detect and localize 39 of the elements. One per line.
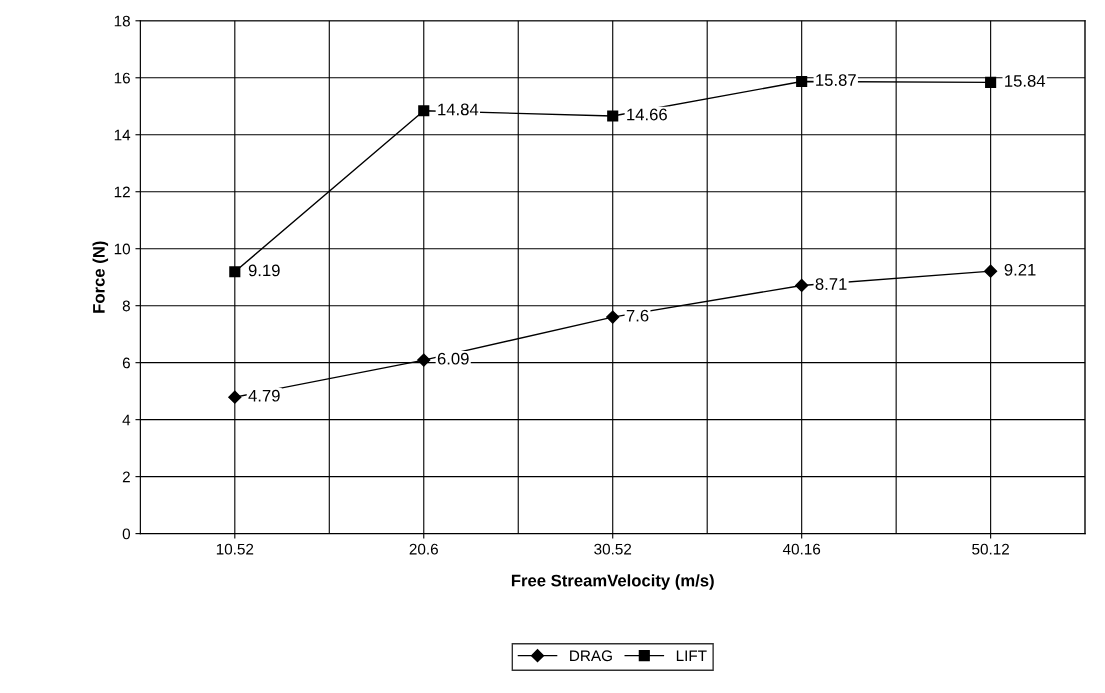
- point: [795, 278, 809, 293]
- y-tick-label: 0: [122, 528, 131, 540]
- legend-label: DRAG: [570, 650, 612, 662]
- point: [985, 76, 997, 88]
- y-tick-label: 4: [122, 414, 131, 426]
- y-tick-label: 18: [114, 15, 130, 27]
- data-label: 9.19: [248, 264, 280, 277]
- data-label: 7.6: [626, 309, 649, 322]
- data-label: 8.71: [815, 278, 847, 290]
- data-label: 15.84: [1005, 75, 1046, 87]
- data-label: 14.84: [438, 103, 479, 116]
- y-tick-label: 16: [114, 72, 130, 84]
- x-tick-label: 10.52: [216, 543, 254, 555]
- point: [228, 390, 242, 404]
- data-label: 15.87: [816, 74, 856, 86]
- point: [984, 264, 998, 278]
- y-tick-label: 6: [122, 357, 130, 369]
- x-axis-title: Free StreamVelocity (m/s): [511, 574, 714, 590]
- x-tick-label: 40.16: [782, 543, 821, 555]
- point: [417, 353, 431, 367]
- point: [229, 266, 241, 278]
- data-label: 6.09: [437, 352, 469, 365]
- y-tick-label: 8: [122, 300, 130, 312]
- y-tick-label: 12: [114, 186, 130, 198]
- point: [606, 310, 620, 324]
- x-tick-label: 50.12: [972, 543, 1009, 555]
- x-tick-label: 30.52: [594, 543, 632, 555]
- y-axis-title: Force (N): [92, 241, 109, 313]
- data-label: 4.79: [248, 389, 280, 402]
- point: [796, 75, 808, 88]
- y-tick-label: 2: [122, 471, 130, 483]
- data-label: 9.21: [1004, 263, 1036, 276]
- x-tick-label: 20.6: [409, 543, 438, 555]
- data-label: 14.66: [627, 108, 667, 121]
- point: [418, 105, 430, 117]
- legend-label: LIFT: [676, 650, 707, 661]
- y-tick-label: 14: [114, 129, 131, 141]
- y-tick-label: 10: [114, 243, 131, 255]
- point: [607, 110, 619, 122]
